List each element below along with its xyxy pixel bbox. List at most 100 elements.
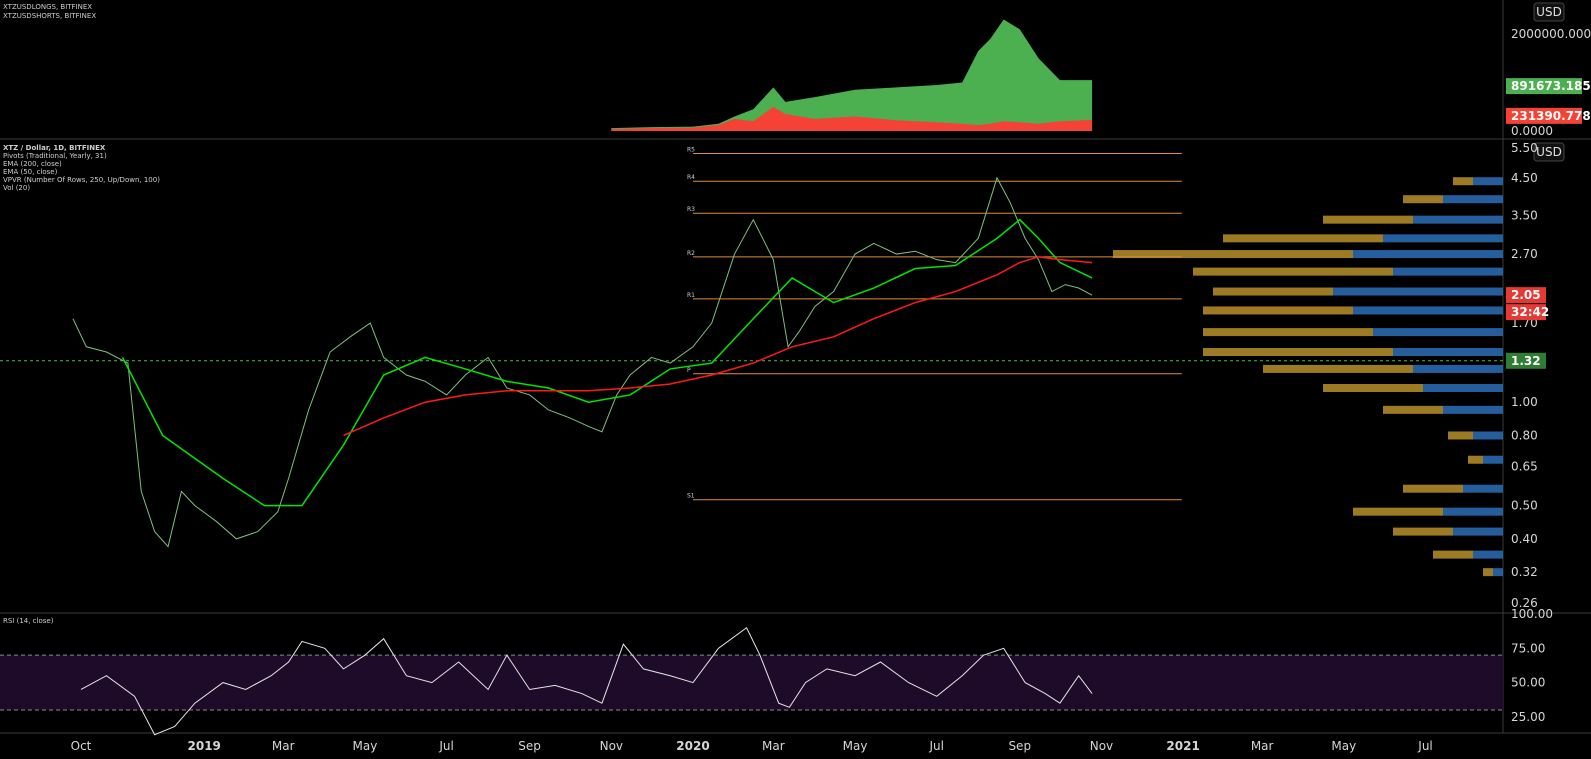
price-y-tick-2: 3.50 bbox=[1511, 208, 1538, 222]
top-y-tick-1: 0.0000 bbox=[1511, 124, 1553, 138]
x-tick-1: 2019 bbox=[188, 739, 221, 753]
x-tick-9: May bbox=[843, 739, 868, 753]
shorts-value-tag-bg bbox=[1506, 107, 1582, 124]
legend-vol: Vol (20) bbox=[3, 184, 30, 192]
ema50-line bbox=[121, 218, 1093, 507]
price-y-tick-3: 2.70 bbox=[1511, 247, 1538, 261]
ema200-line bbox=[343, 256, 1093, 437]
top-panel-legend: XTZUSDLONGS, BITFINEX XTZUSDSHORTS, BITF… bbox=[3, 3, 96, 20]
vpvr-down-row-10 bbox=[1263, 364, 1413, 373]
x-tick-6: Nov bbox=[600, 739, 623, 753]
x-tick-3: May bbox=[352, 739, 377, 753]
rsi-y-tick-0: 100.00 bbox=[1511, 607, 1553, 621]
price-tag: 2.05 bbox=[1511, 288, 1541, 302]
countdown-tag-bg bbox=[1506, 304, 1546, 321]
vpvr-up-row-2 bbox=[1413, 215, 1503, 224]
x-tick-10: Jul bbox=[928, 739, 943, 753]
vpvr-up-row-14 bbox=[1483, 455, 1503, 464]
legend-pivots: Pivots (Traditional, Yearly, 31) bbox=[3, 152, 107, 160]
vpvr-up-row-17 bbox=[1453, 527, 1503, 536]
vpvr-down-row-8 bbox=[1203, 328, 1373, 337]
hline-tag: 1.32 bbox=[1511, 354, 1541, 368]
vpvr-up-row-6 bbox=[1333, 287, 1503, 296]
vpvr-up-row-12 bbox=[1443, 405, 1503, 414]
vpvr-down-row-6 bbox=[1213, 287, 1333, 296]
vpvr-down-row-1 bbox=[1403, 195, 1443, 204]
x-tick-13: 2021 bbox=[1166, 739, 1199, 753]
vpvr-up-row-13 bbox=[1473, 431, 1503, 440]
pivot-label-R1: R1 bbox=[687, 292, 695, 299]
rsi-y-tick-2: 50.00 bbox=[1511, 676, 1545, 690]
pivot-label-R2: R2 bbox=[687, 250, 695, 257]
currency-button-top[interactable]: USD bbox=[1533, 2, 1565, 22]
currency-label-top: USD bbox=[1536, 5, 1562, 19]
legend-ema200: EMA (200, close) bbox=[3, 160, 62, 168]
vpvr-down-row-19 bbox=[1483, 568, 1493, 577]
currency-button-main[interactable]: USD bbox=[1533, 142, 1565, 162]
pivot-label-R3: R3 bbox=[687, 206, 695, 213]
x-tick-5: Sep bbox=[518, 739, 541, 753]
vpvr-down-row-14 bbox=[1468, 455, 1483, 464]
axis-ticks: 2000000.0000 0.0000 5.50 4.50 3.50 2.70 2.05 1.… bbox=[71, 27, 1591, 753]
vpvr-histogram bbox=[1113, 177, 1503, 577]
price-y-tick-13: 0.26 bbox=[1511, 596, 1538, 610]
vpvr-down-row-9 bbox=[1203, 348, 1393, 357]
x-tick-8: Mar bbox=[762, 739, 785, 753]
legend-shorts: XTZUSDSHORTS, BITFINEX bbox=[3, 12, 96, 20]
longs-area bbox=[611, 19, 1093, 132]
legend-longs: XTZUSDLONGS, BITFINEX bbox=[3, 3, 92, 11]
vpvr-up-row-15 bbox=[1463, 484, 1503, 493]
vpvr-down-row-2 bbox=[1323, 215, 1413, 224]
price-tag-bg bbox=[1506, 287, 1546, 304]
x-tick-12: Nov bbox=[1090, 739, 1113, 753]
x-tick-16: Jul bbox=[1417, 739, 1432, 753]
price-y-tick-7: 1.00 bbox=[1511, 395, 1538, 409]
pivot-label-P: P bbox=[687, 367, 691, 374]
vpvr-down-row-16 bbox=[1353, 507, 1443, 516]
x-tick-0: Oct bbox=[71, 739, 92, 753]
x-tick-14: Mar bbox=[1251, 739, 1274, 753]
vpvr-up-row-11 bbox=[1423, 383, 1503, 392]
vpvr-down-row-0 bbox=[1453, 177, 1473, 186]
pivot-levels: R5 R4 R3 R2 R1 P S1 bbox=[0, 146, 1503, 501]
vpvr-up-row-19 bbox=[1493, 568, 1503, 577]
vpvr-up-row-7 bbox=[1353, 306, 1503, 315]
rsi-y-tick-1: 75.00 bbox=[1511, 641, 1545, 655]
vpvr-down-row-3 bbox=[1223, 234, 1383, 243]
pivot-label-R4: R4 bbox=[687, 174, 695, 181]
close-price-line bbox=[72, 176, 1093, 548]
vpvr-down-row-17 bbox=[1393, 527, 1453, 536]
x-tick-2: Mar bbox=[272, 739, 295, 753]
shorts-value-tag: 231390.7780 bbox=[1511, 109, 1591, 123]
price-y-tick-11: 0.40 bbox=[1511, 532, 1538, 546]
price-y-tick-0: 5.50 bbox=[1511, 141, 1538, 155]
vpvr-down-row-12 bbox=[1383, 405, 1443, 414]
price-lines bbox=[72, 176, 1093, 736]
x-tick-15: May bbox=[1331, 739, 1356, 753]
vpvr-up-row-0 bbox=[1473, 177, 1503, 186]
longs-value-tag-bg bbox=[1506, 78, 1582, 95]
legend-rsi: RSI (14, close) bbox=[3, 617, 54, 625]
vpvr-down-row-11 bbox=[1323, 383, 1423, 392]
countdown-tag: 32:42 bbox=[1511, 305, 1549, 319]
longs-shorts-areas bbox=[611, 19, 1093, 132]
longs-value-tag: 891673.1858 bbox=[1511, 79, 1591, 93]
hline-tag-bg bbox=[1506, 352, 1546, 369]
vpvr-down-row-13 bbox=[1448, 431, 1473, 440]
value-tags: 891673.1858 231390.7780 2.05 32:42 1.32 bbox=[1506, 78, 1591, 369]
vpvr-down-row-7 bbox=[1203, 306, 1353, 315]
x-tick-4: Jul bbox=[438, 739, 453, 753]
rsi-band bbox=[0, 654, 1503, 711]
x-tick-7: 2020 bbox=[676, 739, 709, 753]
vpvr-down-row-4 bbox=[1113, 250, 1353, 259]
price-y-tick-1: 4.50 bbox=[1511, 171, 1538, 185]
pivot-label-S1: S1 bbox=[687, 493, 695, 500]
vpvr-up-row-9 bbox=[1393, 348, 1503, 357]
shorts-area bbox=[611, 106, 1093, 131]
vpvr-up-row-10 bbox=[1413, 364, 1503, 373]
vpvr-up-row-4 bbox=[1353, 250, 1503, 259]
pivot-label-R5: R5 bbox=[687, 146, 695, 153]
rsi-y-tick-3: 25.00 bbox=[1511, 710, 1545, 724]
vpvr-up-row-8 bbox=[1373, 328, 1503, 337]
